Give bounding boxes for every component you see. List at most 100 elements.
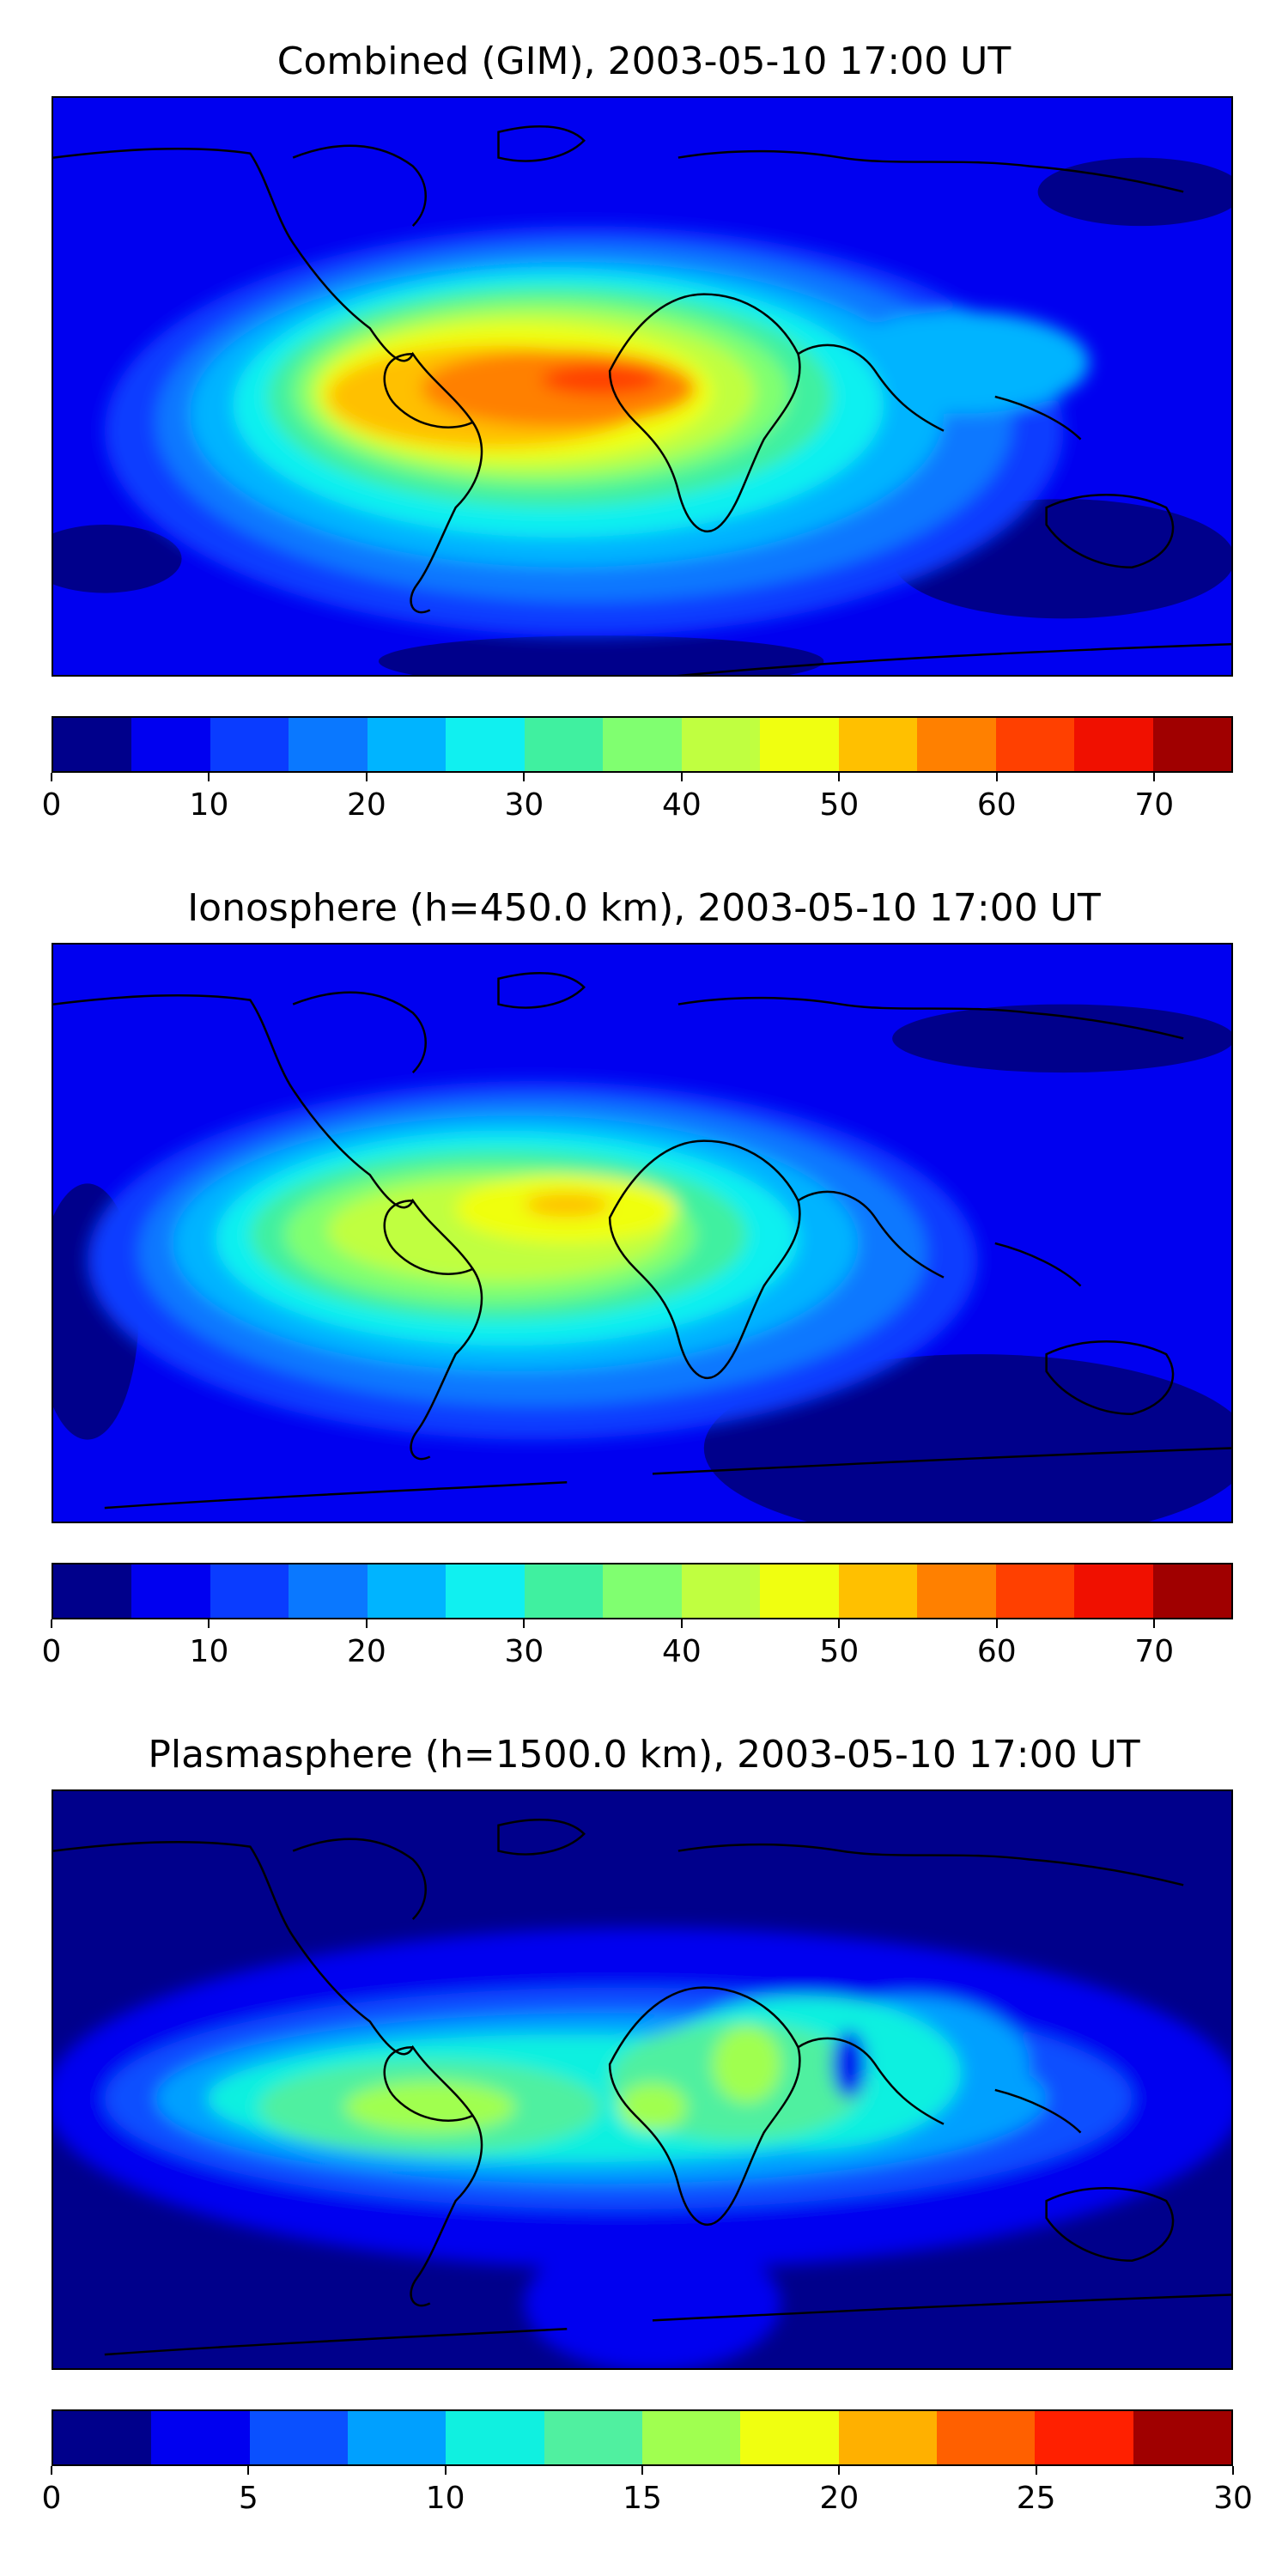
tec-map (52, 96, 1233, 677)
colorbar-tick-label: 25 (1016, 2481, 1056, 2516)
colorbar-tick-label: 20 (347, 787, 386, 823)
colorbar-tick-label: 20 (347, 1634, 386, 1669)
colorbar-tick (523, 1619, 526, 1628)
colorbar-segment (917, 718, 996, 771)
colorbar-segment (446, 1564, 525, 1618)
colorbar-tick (838, 1619, 841, 1628)
colorbar-segment (446, 2411, 544, 2464)
colorbar-segment (740, 2411, 839, 2464)
colorbar-tick (1153, 773, 1156, 781)
colorbar-tick (838, 773, 841, 781)
colorbar-segment (917, 1564, 996, 1618)
colorbar-segment (210, 718, 289, 771)
colorbar-tick-label: 0 (41, 2481, 62, 2516)
colorbar-segment (995, 718, 1075, 771)
colorbar-tick-label: 30 (1213, 2481, 1253, 2516)
low-contour (53, 525, 182, 593)
colorbar-tick (51, 773, 52, 781)
colorbar-segment (760, 1564, 839, 1618)
colorbar-tick-label: 15 (623, 2481, 662, 2516)
colorbar-tick (365, 773, 368, 781)
colorbar-segment (544, 2411, 642, 2464)
colorbar-segment (1074, 1564, 1153, 1618)
colorbar-segment (53, 718, 132, 771)
colorbar-segment (53, 2411, 152, 2464)
colorbar-segment (249, 2411, 348, 2464)
colorbar-segment (446, 718, 525, 771)
colorbar-tick-label: 0 (41, 1634, 62, 1669)
contour-bands (104, 226, 1090, 636)
colorbar-segment (681, 1564, 761, 1618)
colorbar-tick (995, 1619, 998, 1628)
colorbar-tick (208, 1619, 210, 1628)
coastlines (53, 125, 1231, 675)
colorbar-tick (51, 1619, 52, 1628)
contour-bands (53, 1928, 1231, 2368)
colorbar-segment (210, 1564, 289, 1618)
colorbar-tick-label: 60 (976, 787, 1017, 823)
panel-plasmasphere: Plasmasphere (h=1500.0 km), 2003-05-10 1… (0, 1717, 1288, 2576)
colorbar-tick-label: 50 (819, 787, 860, 823)
colorbar-tick (838, 2466, 841, 2475)
colorbar-segment (641, 2411, 741, 2464)
colorbar-tick-label: 5 (238, 2481, 258, 2516)
colorbar-segment (347, 2411, 447, 2464)
colorbar-tick (641, 2466, 643, 2475)
colorbar-tick-label: 30 (504, 1634, 544, 1669)
colorbar-segment (838, 2411, 937, 2464)
colorbar (52, 2409, 1233, 2466)
colorbar-tick-label: 30 (504, 787, 544, 823)
colorbar-segment (995, 1564, 1075, 1618)
colorbar-segment (603, 1564, 682, 1618)
colorbar-segment (1074, 718, 1153, 771)
colorbar-tick (247, 2466, 250, 2475)
colorbar-tick-label: 70 (1134, 1634, 1175, 1669)
colorbar-tick (680, 773, 683, 781)
tec-contour-plot (53, 1791, 1231, 2368)
low-contour (378, 635, 824, 675)
colorbar-tick-label: 40 (661, 1634, 702, 1669)
colorbar-ticks: 0 10 20 30 40 50 60 70 (42, 1619, 1233, 1680)
colorbar-segment (289, 718, 368, 771)
colorbar-tick (995, 773, 998, 781)
colorbar-segment (838, 1564, 918, 1618)
colorbar-tick-label: 10 (425, 2481, 465, 2516)
colorbar-segment (53, 1564, 132, 1618)
panel-combined: Combined (GIM), 2003-05-10 17:00 UT (0, 0, 1288, 859)
colorbar-tick-label: 70 (1134, 787, 1175, 823)
low-contour (703, 1354, 1231, 1522)
panel-title: Ionosphere (h=450.0 km), 2003-05-10 17:0… (187, 886, 1101, 930)
colorbar-segment (367, 718, 447, 771)
colorbar-segment (838, 718, 918, 771)
colorbar-segment (936, 2411, 1036, 2464)
colorbar-tick (365, 1619, 368, 1628)
colorbar-segment (524, 1564, 604, 1618)
coastlines (53, 1819, 1231, 2356)
tec-map (52, 1789, 1233, 2370)
colorbar-tick (1153, 1619, 1156, 1628)
colorbar-ticks: 0 5 10 15 20 25 30 (42, 2466, 1253, 2526)
tec-map (52, 943, 1233, 1523)
contour-bands (87, 1081, 978, 1440)
colorbar-segment (1133, 2411, 1231, 2464)
colorbar-tick-label: 10 (189, 787, 229, 823)
colorbar-tick (208, 773, 210, 781)
colorbar-tick-label: 20 (819, 2481, 860, 2516)
colorbar-tick (1232, 2466, 1234, 2475)
colorbar-tick (1035, 2466, 1037, 2475)
colorbar-tick (51, 2466, 52, 2475)
colorbar-segment (760, 718, 839, 771)
tec-contour-plot (53, 98, 1231, 675)
colorbar-tick-label: 10 (189, 1634, 229, 1669)
low-contour (892, 1004, 1231, 1073)
colorbar (52, 716, 1233, 773)
colorbar-segment (367, 1564, 447, 1618)
tec-contour-plot (53, 945, 1231, 1522)
colorbar-segment (524, 718, 604, 771)
coastlines (53, 972, 1231, 1510)
colorbar-segment (131, 718, 210, 771)
colorbar-segment (603, 718, 682, 771)
colorbar-tick-label: 50 (819, 1634, 860, 1669)
colorbar-segment (1152, 1564, 1232, 1618)
colorbar-segment (151, 2411, 250, 2464)
